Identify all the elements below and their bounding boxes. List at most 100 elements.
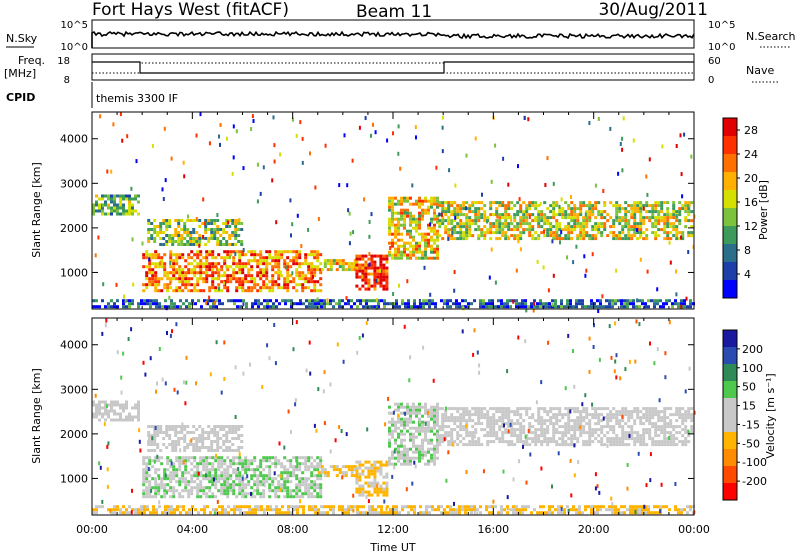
echo-cell — [684, 437, 688, 441]
echo-cell — [251, 511, 254, 515]
echo-cell — [113, 197, 116, 201]
echo-cell — [462, 237, 466, 241]
echo-cell — [217, 271, 221, 275]
echo-cell — [183, 228, 187, 231]
echo-cell — [98, 403, 101, 407]
echo-cell — [421, 438, 424, 442]
echo-cell — [353, 465, 357, 469]
echo-cell — [453, 210, 457, 214]
echo-cell — [199, 289, 203, 293]
echo-cell — [585, 231, 589, 235]
echo-cell — [148, 456, 152, 460]
echo-cell — [213, 231, 217, 234]
echo-cell — [687, 410, 691, 414]
echo-cell — [259, 256, 263, 260]
echo-cell — [286, 477, 290, 481]
echo-cell — [304, 492, 308, 496]
echo-cell — [198, 440, 202, 443]
echo-cell — [552, 273, 555, 278]
echo-cell — [361, 493, 365, 497]
echo-cell — [555, 422, 559, 426]
echo-cell — [683, 508, 686, 512]
echo-cell — [450, 407, 454, 411]
echo-cell — [537, 219, 541, 223]
echo-cell — [479, 305, 482, 309]
echo-cell — [326, 268, 330, 272]
echo-cell — [440, 212, 443, 217]
echo-cell — [232, 250, 236, 254]
echo-cell — [149, 305, 152, 309]
echo-cell — [147, 443, 151, 446]
echo-cell — [444, 434, 448, 438]
echo-cell — [488, 505, 491, 509]
echo-cell — [220, 456, 224, 460]
echo-cell — [350, 265, 354, 269]
echo-cell — [663, 416, 667, 420]
echo-cell — [678, 416, 682, 420]
echo-cell — [504, 410, 508, 414]
echo-cell — [272, 305, 275, 309]
echo-cell — [329, 505, 332, 509]
echo-cell — [579, 204, 583, 208]
echo-cell — [660, 207, 664, 211]
echo-cell — [564, 225, 568, 229]
echo-cell — [504, 204, 508, 208]
echo-cell — [365, 305, 368, 309]
echo-cell — [385, 254, 389, 258]
echo-cell — [268, 286, 272, 290]
echo-cell — [373, 466, 377, 470]
echo-cell — [187, 268, 191, 272]
echo-cell — [624, 207, 628, 211]
echo-cell — [151, 262, 155, 266]
echo-cell — [142, 477, 146, 481]
echo-cell — [166, 462, 170, 466]
echo-cell — [174, 440, 178, 443]
echo-cell — [187, 256, 191, 260]
colorbar-swatch — [723, 244, 737, 263]
echo-cell — [477, 422, 481, 426]
echo-cell — [119, 197, 122, 201]
echo-cell — [344, 268, 348, 272]
echo-cell — [223, 486, 227, 490]
echo-cell — [205, 495, 209, 499]
echo-cell — [365, 511, 368, 515]
echo-cell — [187, 289, 191, 293]
echo-cell — [413, 305, 416, 309]
echo-cell — [351, 158, 354, 163]
echo-cell — [196, 277, 200, 281]
echo-cell — [587, 505, 590, 509]
echo-cell — [192, 228, 196, 231]
echo-cell — [214, 300, 217, 305]
echo-cell — [279, 487, 282, 492]
echo-cell — [501, 416, 505, 420]
echo-cell — [468, 210, 472, 214]
echo-cell — [409, 241, 412, 245]
echo-cell — [512, 511, 515, 515]
echo-cell — [160, 259, 164, 263]
echo-cell — [669, 419, 673, 423]
echo-cell — [630, 204, 634, 208]
echo-cell — [240, 222, 244, 225]
echo-cell — [268, 250, 272, 254]
echo-cell — [319, 462, 323, 466]
echo-cell — [283, 250, 287, 254]
echo-cell — [382, 493, 386, 497]
echo-cell — [436, 414, 439, 418]
echo-cell — [681, 428, 685, 432]
echo-cell — [436, 411, 439, 415]
echo-cell — [492, 428, 496, 432]
echo-cell — [107, 412, 110, 416]
echo-cell — [406, 447, 409, 451]
echo-cell — [414, 125, 417, 130]
echo-cell — [462, 234, 466, 238]
echo-cell — [226, 286, 230, 290]
echo-cell — [202, 489, 206, 493]
echo-cell — [427, 208, 430, 212]
freq-tick-high: 18 — [57, 56, 70, 67]
echo-cell — [465, 431, 469, 435]
echo-cell — [680, 172, 683, 177]
echo-cell — [539, 302, 542, 306]
echo-cell — [614, 508, 617, 512]
echo-cell — [226, 277, 230, 281]
echo-cell — [256, 271, 260, 275]
